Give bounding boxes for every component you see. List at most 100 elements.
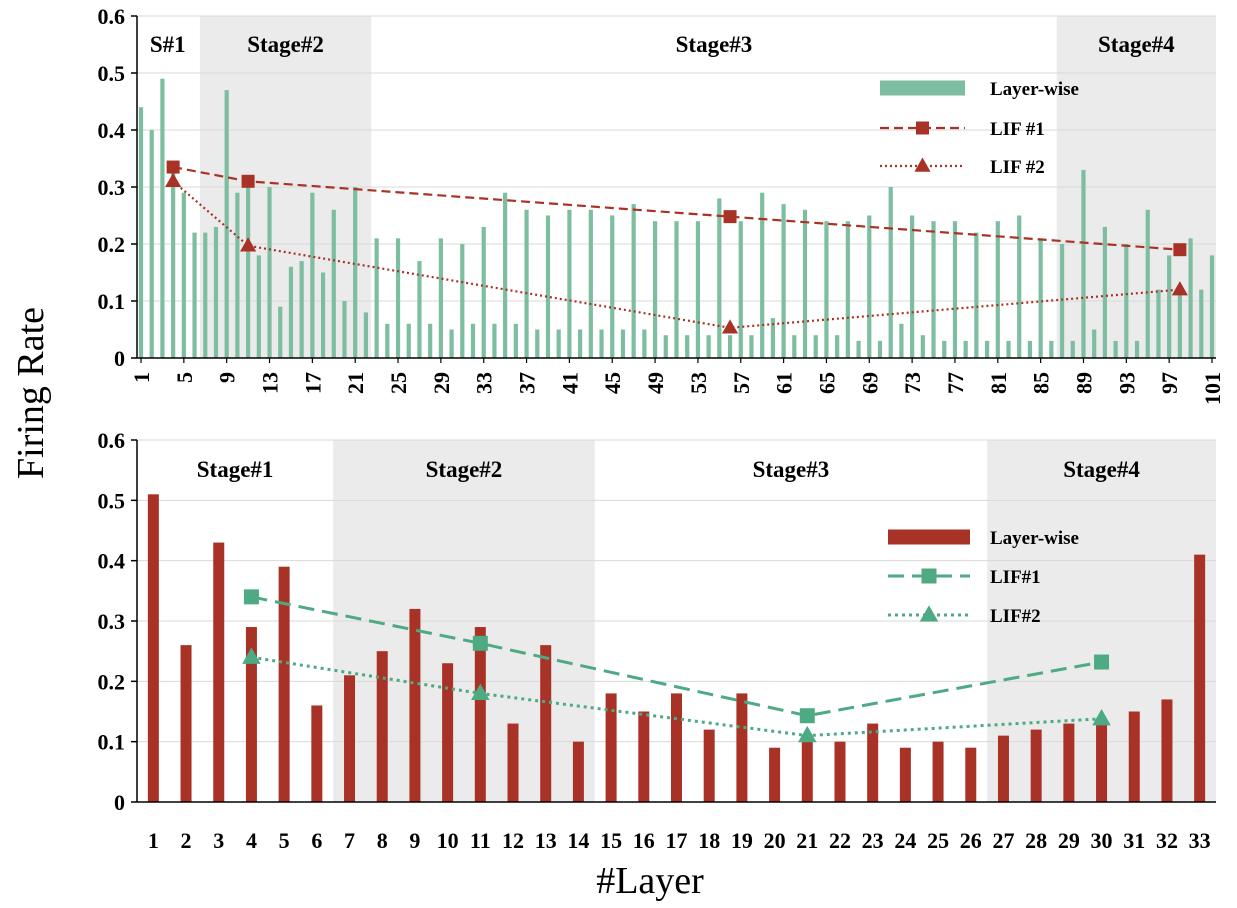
bar	[984, 340, 990, 358]
bar	[246, 187, 251, 358]
line-series-1	[243, 589, 1110, 724]
bar	[1092, 329, 1097, 358]
bar	[235, 192, 240, 358]
bar	[556, 329, 561, 358]
bar	[203, 232, 208, 358]
bar	[278, 566, 290, 802]
bar	[385, 323, 390, 358]
x-tick-label: 8	[377, 828, 388, 853]
bar	[171, 169, 176, 358]
bar	[342, 301, 347, 358]
bar	[278, 306, 283, 358]
bar	[1059, 244, 1065, 358]
stage-label: Stage#2	[426, 457, 503, 482]
data-point	[797, 725, 817, 743]
x-tick-label: 18	[698, 828, 720, 853]
y-tick-label: 0	[114, 346, 125, 371]
bar	[920, 335, 925, 358]
x-tick-label: 97	[1157, 372, 1182, 394]
bar	[572, 741, 584, 802]
x-tick-label: 101	[1200, 372, 1225, 405]
bar	[1177, 289, 1182, 358]
stage-label: Stage#1	[197, 457, 274, 482]
x-tick-label: 37	[515, 372, 540, 394]
bar	[1134, 340, 1140, 358]
data-point	[165, 172, 182, 188]
bar	[867, 215, 872, 358]
bar	[801, 741, 813, 802]
bar	[792, 335, 797, 358]
x-tick-label: 93	[1114, 372, 1139, 394]
y-tick-label: 0.2	[98, 669, 126, 694]
bar	[1124, 244, 1129, 358]
bar	[160, 78, 165, 358]
x-tick-label: 61	[772, 372, 797, 394]
bar	[507, 723, 519, 802]
bar	[610, 215, 615, 358]
bar	[845, 221, 850, 358]
top-panel: S#1 Stage#2 Stage#3 Stage#4 0 0.1 0.2 0.3 0.4 0.5…	[98, 4, 1226, 405]
y-tick-label: 0.6	[98, 4, 126, 29]
x-tick-label: 2	[181, 828, 192, 853]
bar	[631, 204, 636, 358]
bar	[703, 729, 715, 802]
bar	[1156, 289, 1161, 358]
bar	[856, 340, 861, 358]
x-tick-label: 25	[927, 828, 949, 853]
bar	[513, 323, 518, 358]
bar	[320, 272, 326, 358]
x-tick-label: 29	[1058, 828, 1080, 853]
bar	[835, 335, 840, 358]
bar	[1096, 723, 1108, 802]
bar	[535, 329, 540, 358]
bar	[899, 747, 911, 802]
bar	[224, 90, 229, 358]
bar	[736, 693, 748, 802]
bar	[245, 627, 257, 802]
stage-label: Stage#3	[753, 457, 830, 482]
bar	[899, 323, 904, 358]
x-tick-label: 17	[666, 828, 688, 853]
x-tick-label: 41	[557, 372, 582, 394]
bar	[965, 747, 977, 802]
bar-series	[138, 78, 1215, 358]
x-tick-label: 31	[1123, 828, 1145, 853]
data-point	[242, 647, 261, 664]
data-point	[1173, 243, 1187, 257]
x-tick-label: 9	[215, 372, 240, 383]
bar	[288, 266, 294, 358]
x-tick-label: 20	[764, 828, 786, 853]
data-point	[1092, 708, 1111, 726]
x-tick-label: 14	[567, 828, 589, 853]
bar	[638, 711, 650, 802]
x-tick-label: 21	[343, 372, 368, 394]
bar	[727, 335, 733, 358]
bar	[406, 323, 411, 358]
bar	[605, 693, 617, 802]
bar	[417, 261, 422, 358]
bar	[1199, 289, 1204, 358]
bar	[695, 221, 701, 358]
x-tick-label: 6	[311, 828, 322, 853]
bar	[932, 741, 944, 802]
data-point	[799, 708, 815, 724]
x-tick-label: 65	[814, 372, 839, 394]
legend-label: LIF #1	[990, 119, 1045, 140]
bar	[1070, 340, 1075, 358]
x-tick-label: 12	[502, 828, 524, 853]
x-tick-label: 4	[246, 828, 257, 853]
bar-series	[147, 494, 1206, 802]
bar	[770, 318, 775, 358]
bar	[311, 705, 323, 802]
bar	[481, 226, 486, 358]
legend-label: LIF#1	[990, 567, 1041, 588]
bar	[738, 221, 743, 358]
bar	[671, 693, 682, 802]
bar	[256, 255, 261, 358]
x-tick-label: 25	[386, 372, 411, 394]
bar	[567, 209, 572, 358]
bar	[877, 340, 883, 358]
x-tick-label: 49	[643, 372, 668, 394]
bar	[1063, 723, 1075, 802]
bar	[138, 107, 144, 358]
